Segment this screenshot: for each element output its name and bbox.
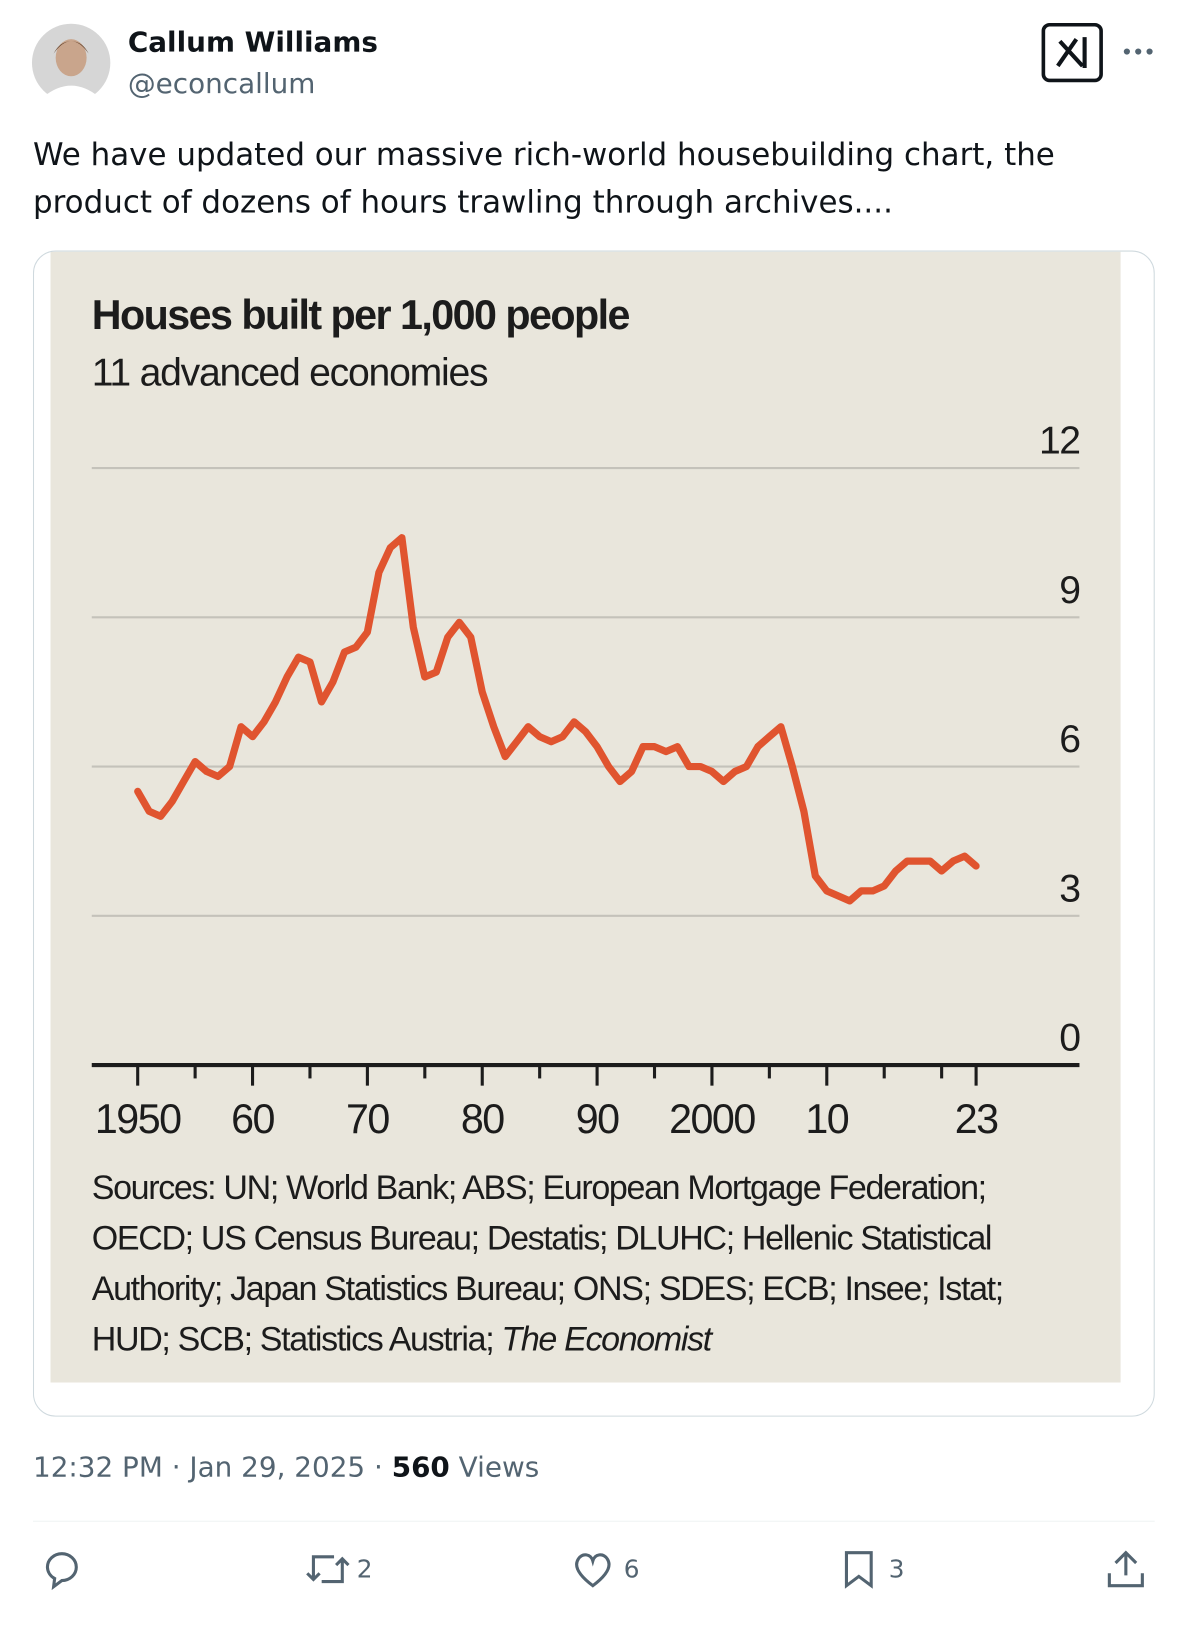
like-count: 6 — [623, 1554, 640, 1584]
x-tick-label: 60 — [231, 1096, 274, 1142]
plot: Houses built per 1,000 people 11 advance… — [91, 292, 1082, 1359]
y-tick-label: 9 — [1059, 569, 1079, 612]
bookmark-count: 3 — [888, 1554, 905, 1584]
y-tick-label: 12 — [1039, 420, 1079, 463]
reply-button[interactable] — [39, 1547, 84, 1592]
tweet-text: We have updated our massive rich-world h… — [32, 137, 1055, 221]
like-button[interactable] — [572, 1549, 617, 1590]
retweet-count: 2 — [356, 1554, 373, 1584]
sources-line: Sources: UN; World Bank; ABS; European M… — [92, 1169, 986, 1207]
more-icon[interactable] — [1122, 41, 1155, 62]
data-line — [134, 534, 980, 905]
user-handle[interactable]: @econcallum — [127, 68, 316, 101]
chart-title: Houses built per 1,000 people — [92, 292, 630, 338]
media-card[interactable]: Houses built per 1,000 people 11 advance… — [32, 250, 1155, 1417]
tweet-meta: 12:32 PM · Jan 29, 2025 · 560 Views — [33, 1452, 539, 1484]
chart-background — [50, 251, 1121, 1383]
avatar[interactable] — [31, 23, 113, 106]
x-tick-label: 90 — [576, 1096, 619, 1142]
retweet-button[interactable] — [305, 1549, 350, 1590]
sources-line: HUD; SCB; Statistics Austria; — [92, 1321, 502, 1359]
views-label: Views — [458, 1451, 540, 1484]
x-tick-label: 1950 — [95, 1096, 181, 1142]
x-tick-label: 80 — [461, 1096, 504, 1142]
user-name[interactable]: Callum Williams — [127, 26, 378, 59]
chart-subtitle: 11 advanced economies — [92, 352, 488, 395]
share-button[interactable] — [1105, 1549, 1146, 1590]
sources-line: OECD; US Census Bureau; Destatis; DLUHC;… — [92, 1220, 991, 1258]
bookmark-button[interactable] — [840, 1549, 881, 1590]
sources-line: Authority; Japan Statistics Bureau; ONS;… — [92, 1270, 1003, 1308]
sources-italic: The Economist — [501, 1321, 713, 1359]
separator — [32, 1520, 1155, 1522]
x-tick-label: 2000 — [669, 1096, 755, 1142]
x-tick-label: 70 — [346, 1096, 389, 1142]
timestamp[interactable]: 12:32 PM · Jan 29, 2025 · — [32, 1451, 383, 1484]
chart-sources: Sources: UN; World Bank; ABS; European M… — [92, 1169, 1003, 1359]
view-count: 560 — [391, 1451, 450, 1484]
y-tick-label: 6 — [1059, 718, 1080, 761]
grok-icon[interactable] — [1041, 22, 1105, 83]
y-tick-label: 0 — [1059, 1017, 1080, 1060]
x-tick-label: 10 — [805, 1096, 848, 1142]
chart: Houses built per 1,000 people 11 advance… — [50, 251, 1121, 1383]
y-tick-label: 3 — [1059, 867, 1080, 910]
x-tick-label: 23 — [955, 1096, 998, 1142]
